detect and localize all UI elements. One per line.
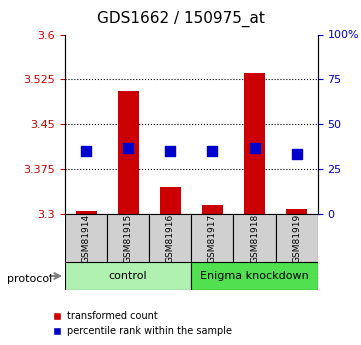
Text: GDS1662 / 150975_at: GDS1662 / 150975_at xyxy=(96,10,265,27)
FancyBboxPatch shape xyxy=(107,214,149,262)
Legend: transformed count, percentile rank within the sample: transformed count, percentile rank withi… xyxy=(48,307,235,340)
Point xyxy=(125,145,131,151)
Point xyxy=(294,151,300,157)
Bar xyxy=(75,211,96,214)
Bar xyxy=(286,209,307,214)
Point xyxy=(168,148,173,154)
Bar xyxy=(244,73,265,214)
Text: GSM81914: GSM81914 xyxy=(82,214,91,263)
Bar xyxy=(160,187,181,214)
Text: GSM81917: GSM81917 xyxy=(208,214,217,263)
Text: GSM81918: GSM81918 xyxy=(250,214,259,263)
FancyBboxPatch shape xyxy=(191,262,318,290)
Text: Enigma knockdown: Enigma knockdown xyxy=(200,271,309,281)
Text: GSM81915: GSM81915 xyxy=(124,214,132,263)
Bar xyxy=(202,205,223,214)
Bar xyxy=(118,91,139,214)
FancyBboxPatch shape xyxy=(275,214,318,262)
Point xyxy=(83,148,89,154)
Text: protocol: protocol xyxy=(7,275,52,284)
Text: GSM81919: GSM81919 xyxy=(292,214,301,263)
FancyBboxPatch shape xyxy=(65,214,107,262)
FancyBboxPatch shape xyxy=(65,262,191,290)
FancyBboxPatch shape xyxy=(149,214,191,262)
FancyBboxPatch shape xyxy=(234,214,275,262)
FancyBboxPatch shape xyxy=(191,214,234,262)
Text: control: control xyxy=(109,271,147,281)
Point xyxy=(252,145,257,151)
Text: GSM81916: GSM81916 xyxy=(166,214,175,263)
Point xyxy=(209,148,215,154)
